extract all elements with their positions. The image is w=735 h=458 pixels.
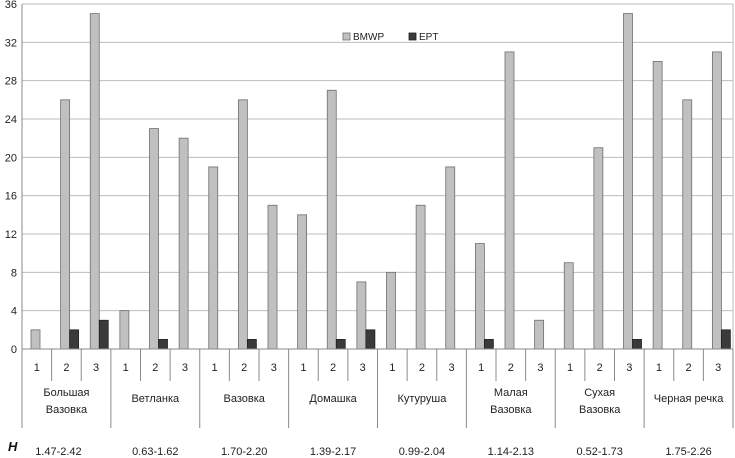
legend-swatch-ept — [408, 32, 417, 41]
bar-ept — [158, 339, 168, 350]
site-label: 2 — [152, 362, 158, 374]
site-label: 2 — [241, 362, 247, 374]
site-label: 3 — [626, 362, 632, 374]
h-range-value: 1.70-2.20 — [221, 446, 267, 458]
group-label: Домашка — [309, 393, 357, 405]
group-label: Ветланка — [131, 393, 180, 405]
y-tick-label: 0 — [11, 344, 17, 356]
y-tick-label: 12 — [5, 229, 17, 241]
bar-bmwp — [682, 99, 693, 350]
bar-bmwp — [178, 137, 189, 350]
bar-bmwp — [623, 13, 633, 350]
bar-bmwp — [356, 281, 367, 350]
bar-bmwp — [326, 89, 337, 350]
gridlines — [22, 3, 734, 350]
y-tick-label: 28 — [5, 76, 17, 88]
bar-bmwp — [297, 214, 308, 350]
bar-bmwp — [652, 61, 663, 350]
site-label: 1 — [656, 362, 662, 374]
bar-bmwp — [119, 310, 130, 350]
group-label: Черная речка — [654, 393, 724, 405]
bar-bmwp — [445, 166, 456, 350]
site-label: 3 — [715, 362, 721, 374]
group-label: Сухая — [584, 387, 615, 399]
site-label: 1 — [478, 362, 484, 374]
site-label: 3 — [182, 362, 188, 374]
h-range-value: 1.47-2.42 — [35, 446, 81, 458]
h-range-value: 1.75-2.26 — [665, 446, 711, 458]
bar-bmwp — [237, 99, 248, 350]
y-tick-label: 32 — [5, 37, 17, 49]
h-range-value: 0.52-1.73 — [576, 446, 622, 458]
h-label: H — [8, 439, 18, 454]
h-range-value: 0.63-1.62 — [132, 446, 178, 458]
y-tick-label: 16 — [5, 191, 17, 203]
bar-ept — [483, 339, 494, 350]
y-tick-label: 36 — [5, 0, 17, 11]
group-label: Вазовка — [579, 404, 621, 416]
site-label: 1 — [389, 362, 395, 374]
legend-label-bmwp: BMWP — [353, 32, 384, 43]
bar-bmwp — [415, 204, 426, 350]
h-range-value: 0.99-2.04 — [399, 446, 445, 458]
bar-bmwp — [711, 51, 722, 350]
group-label: Большая — [43, 387, 89, 399]
y-tick-label: 20 — [5, 152, 17, 164]
bar-bmwp — [267, 204, 278, 350]
group-label: Вазовка — [46, 404, 88, 416]
site-label: 1 — [300, 362, 306, 374]
bar-ept — [365, 329, 376, 350]
bar-ept — [720, 329, 731, 350]
site-label: 2 — [686, 362, 692, 374]
bar-bmwp — [60, 99, 71, 350]
y-tick-label: 4 — [11, 306, 17, 318]
y-tick-label: 24 — [5, 114, 17, 126]
group-label: Вазовка — [223, 393, 265, 405]
site-label: 1 — [123, 362, 129, 374]
group-label: Вазовка — [490, 404, 532, 416]
bars — [30, 13, 731, 350]
site-label: 2 — [508, 362, 514, 374]
bar-ept — [246, 339, 257, 350]
bar-bmwp — [593, 147, 604, 350]
x-axis: 1 2 3 Большая Вазовка 1 2 3 Ветланка 1 2 3 Вазовка 1 2… — [21, 348, 734, 428]
h-row: 1.47-2.42 0.63-1.62 1.70-2.20 1.39-2.17 0.99… — [8, 439, 712, 458]
bar-bmwp — [208, 166, 219, 350]
h-range-value: 1.14-2.13 — [488, 446, 534, 458]
bar-ept — [98, 319, 109, 350]
h-range-value: 1.39-2.17 — [310, 446, 356, 458]
bar-bmwp — [149, 128, 159, 350]
bar-bmwp — [89, 13, 100, 350]
bar-ept — [632, 339, 642, 350]
bar-bmwp — [504, 51, 515, 350]
site-label: 3 — [93, 362, 99, 374]
y-tick-label: 8 — [11, 267, 17, 279]
site-label: 3 — [360, 362, 366, 374]
group-label: Малая — [494, 387, 528, 399]
legend: BMWP EPT — [342, 32, 438, 43]
site-label: 3 — [537, 362, 543, 374]
site-label: 1 — [212, 362, 218, 374]
site-label: 1 — [567, 362, 573, 374]
bar-bmwp — [386, 271, 396, 350]
site-label: 3 — [449, 362, 455, 374]
site-label: 2 — [419, 362, 425, 374]
legend-swatch-bmwp — [342, 32, 351, 41]
legend-label-ept: EPT — [419, 32, 438, 43]
bar-bmwp — [563, 262, 574, 350]
bar-ept — [69, 329, 80, 350]
bar-bmwp — [534, 319, 545, 350]
group-label: Кутуруша — [397, 393, 447, 405]
y-axis: 0 4 8 12 16 20 24 28 32 36 — [5, 0, 23, 356]
site-label: 1 — [34, 362, 40, 374]
site-label: 3 — [271, 362, 277, 374]
bar-ept — [335, 339, 346, 350]
bar-bmwp — [30, 329, 41, 350]
site-label: 2 — [597, 362, 603, 374]
bar-bmwp — [474, 243, 485, 350]
site-label: 2 — [330, 362, 336, 374]
site-label: 2 — [63, 362, 69, 374]
